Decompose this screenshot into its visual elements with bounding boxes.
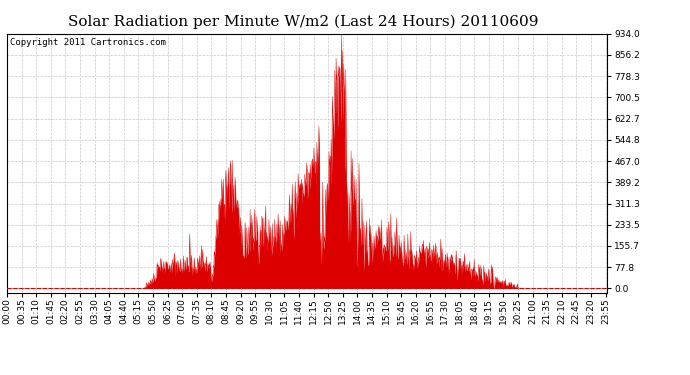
Text: Copyright 2011 Cartronics.com: Copyright 2011 Cartronics.com (10, 38, 166, 46)
Text: Solar Radiation per Minute W/m2 (Last 24 Hours) 20110609: Solar Radiation per Minute W/m2 (Last 24… (68, 15, 539, 29)
